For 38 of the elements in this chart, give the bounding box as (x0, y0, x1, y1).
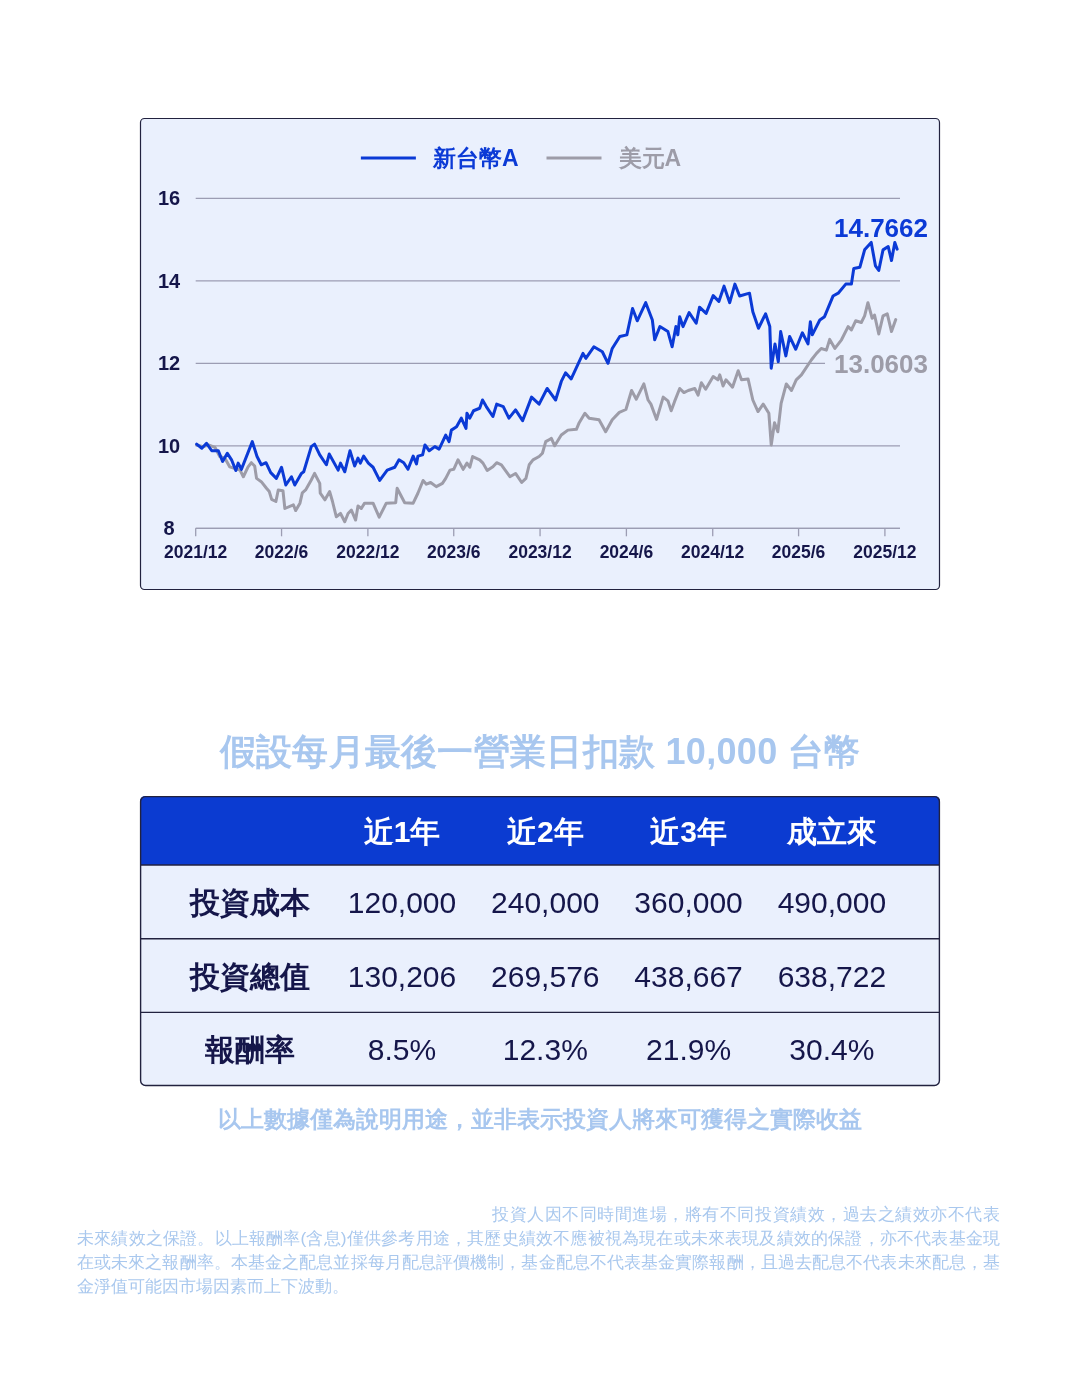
text: 假設每月最後一營業日扣款 10,000 台幣 (218, 731, 861, 772)
text: 240,000 (491, 885, 600, 919)
category-label: 成立來 (785, 814, 877, 848)
x-tick-label: 2025/6 (771, 542, 826, 563)
x-tick-label: 2024/6 (599, 542, 654, 563)
category-label: 報酬率 (205, 1033, 295, 1067)
legend-label: 美元A (617, 145, 682, 171)
text: 490,000 (777, 885, 887, 919)
text: 8.5% (367, 1033, 437, 1067)
category-label: 投資總值 (190, 959, 310, 993)
x-tick-label: 2021/12 (164, 542, 228, 563)
text: 438,667 (634, 959, 743, 993)
x-tick-label: 2024/12 (681, 542, 745, 563)
x-tick-label: 2025/12 (853, 542, 917, 563)
x-tick-label: 2022/6 (254, 542, 309, 563)
text: 30.4% (789, 1033, 875, 1067)
y-tick-label: 14 (157, 269, 181, 292)
y-tick-label: 12 (157, 352, 181, 375)
x-tick-label: 2022/12 (336, 542, 400, 563)
text: 638,722 (777, 959, 887, 993)
text: 21.9% (646, 1033, 732, 1067)
category-label: 近2年 (506, 814, 584, 848)
y-tick-label: 16 (157, 187, 181, 210)
text: 269,576 (491, 959, 600, 993)
text: 以上數據僅為說明用途，並非表示投資人將來可獲得之實際收益 (218, 1106, 862, 1133)
x-tick-label: 2023/6 (426, 542, 481, 563)
legend-label: 新台幣A (431, 145, 519, 171)
text: 投資人因不同時間進場，將有不同投資績效，過去之績效亦不代表未來績效之保證。以上報酬率(含息)僅供參考用途，其歷史績效不應被視為現在或未來表現及績效的保證，亦不代表基金現在或未來之報酬率。本基金之配息並採每月配息評價機制，基金配息不代表基金實際報酬，且過去配息不代表未來配息，基金淨值可能因市場因素而上下波動。 (77, 1203, 1000, 1298)
category-label: 投資成本 (190, 885, 310, 919)
category-label: 近1年 (363, 814, 441, 848)
x-tick-label: 2023/12 (508, 542, 572, 563)
text: 12.3% (502, 1033, 588, 1067)
y-tick-label: 10 (157, 434, 181, 457)
category-label: 近3年 (650, 814, 727, 848)
y-tick-label: 8 (163, 517, 175, 540)
text: 130,206 (347, 959, 457, 993)
text: 120,000 (347, 885, 457, 919)
text: 360,000 (634, 885, 743, 919)
